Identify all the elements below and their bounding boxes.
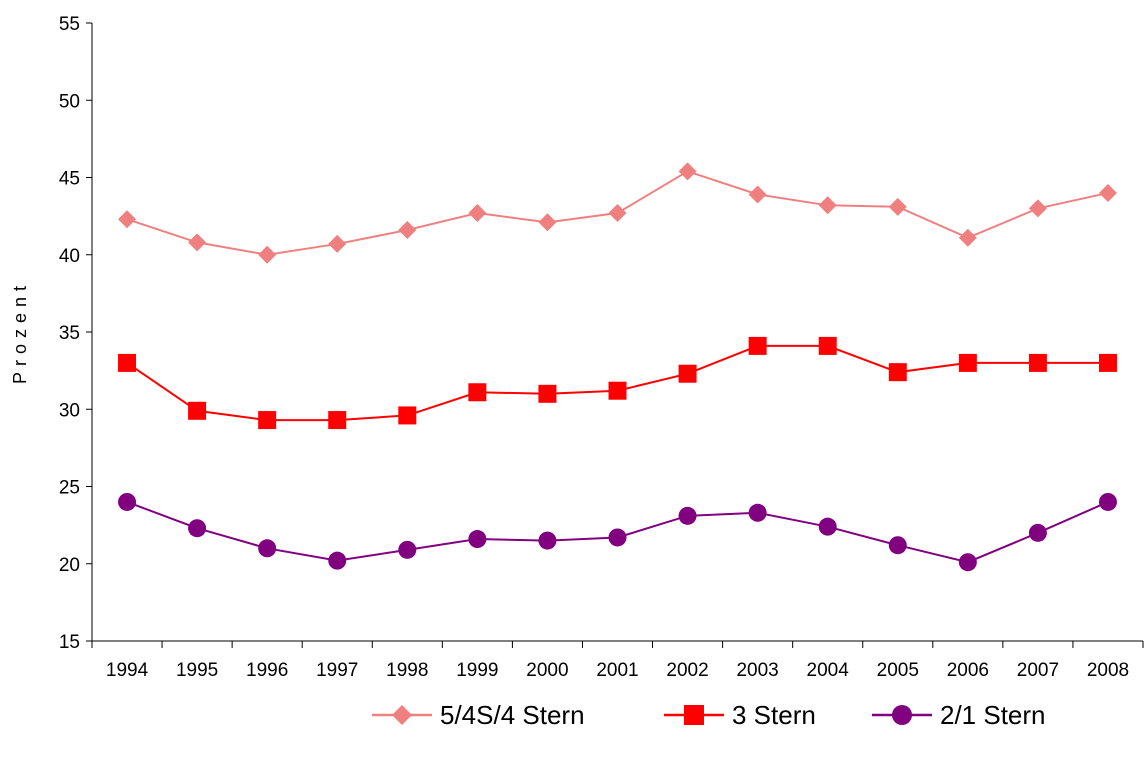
data-point [328, 551, 347, 570]
y-tick-label: 40 [59, 246, 80, 267]
x-tick-label: 2001 [596, 660, 638, 681]
data-point [958, 553, 977, 572]
x-tick-label: 1998 [386, 660, 428, 681]
y-tick-label: 20 [59, 555, 80, 576]
legend-marker [892, 705, 912, 725]
data-point [188, 233, 207, 252]
data-point [888, 536, 907, 555]
data-point [748, 185, 767, 204]
y-tick-label: 30 [59, 400, 80, 421]
x-tick-label: 2000 [526, 660, 568, 681]
y-tick-label: 50 [59, 91, 80, 112]
legend-marker [684, 705, 704, 725]
x-tick-label: 1994 [106, 660, 149, 681]
x-tick-label: 1996 [246, 660, 288, 681]
legend-label: 5/4S/4 Stern [440, 700, 585, 730]
data-point [188, 401, 207, 420]
x-tick-label: 2005 [877, 660, 919, 681]
legend-label: 3 Stern [732, 700, 816, 730]
data-point [258, 245, 277, 264]
data-point [1028, 523, 1047, 542]
series-0 [118, 162, 1117, 264]
data-point [468, 383, 487, 402]
data-point [188, 519, 207, 538]
data-point [748, 503, 767, 522]
data-point [678, 162, 697, 181]
data-point [258, 411, 277, 430]
x-tick-label: 2008 [1087, 660, 1129, 681]
data-point [328, 234, 347, 253]
data-point [678, 506, 697, 525]
data-point [888, 197, 907, 216]
y-tick-label: 35 [59, 323, 80, 344]
data-point [818, 517, 837, 536]
data-point [818, 196, 837, 215]
x-tick-label: 2007 [1017, 660, 1059, 681]
data-point [538, 213, 557, 232]
data-point [118, 353, 137, 372]
series-1 [118, 336, 1117, 430]
data-point [118, 492, 137, 511]
y-tick-label: 45 [59, 169, 80, 190]
series-2 [118, 492, 1117, 572]
data-point [258, 539, 277, 558]
x-tick-label: 1999 [456, 660, 498, 681]
data-point [888, 363, 907, 382]
data-point [468, 204, 487, 223]
y-axis-ticks: 15 20 25 30 35 40 45 50 55 [59, 14, 92, 653]
y-tick-label: 55 [59, 14, 80, 35]
y-tick-label: 25 [59, 478, 80, 499]
data-point [1098, 183, 1117, 202]
legend-item: 2/1 Stern [872, 700, 1046, 730]
data-point [1098, 492, 1117, 511]
data-point [1098, 353, 1117, 372]
data-point [398, 540, 417, 559]
x-tick-label: 1997 [316, 660, 358, 681]
data-point [818, 336, 837, 355]
data-point [608, 204, 627, 223]
data-point [398, 406, 417, 425]
y-tick-label: 15 [59, 632, 80, 653]
data-point [328, 411, 347, 430]
legend-marker [392, 705, 412, 725]
data-point [398, 221, 417, 240]
x-tick-label: 2004 [807, 660, 850, 681]
x-tick-label: 2003 [736, 660, 778, 681]
x-tick-label: 2006 [947, 660, 989, 681]
data-point [958, 353, 977, 372]
axes [91, 23, 1143, 642]
x-tick-label: 2002 [666, 660, 708, 681]
y-axis-title: Prozent [10, 280, 30, 384]
x-axis-ticks: 1994 1995 1996 1997 1998 1999 2000 2001 2002 2003… [91, 641, 1144, 681]
legend: 5/4S/4 Stern 3 Stern 2/1 Stern [372, 700, 1046, 730]
x-tick-label: 1995 [176, 660, 218, 681]
data-point [538, 531, 557, 550]
legend-item: 3 Stern [664, 700, 816, 730]
data-point [118, 210, 137, 229]
data-point [1028, 353, 1047, 372]
data-point [538, 384, 557, 403]
data-point [468, 530, 487, 549]
data-point [748, 336, 767, 355]
data-point [608, 381, 627, 400]
legend-item: 5/4S/4 Stern [372, 700, 585, 730]
legend-label: 2/1 Stern [940, 700, 1046, 730]
data-point [678, 364, 697, 383]
data-point [1028, 199, 1047, 218]
data-point [608, 528, 627, 547]
data-point [958, 228, 977, 247]
series-group [118, 162, 1117, 572]
